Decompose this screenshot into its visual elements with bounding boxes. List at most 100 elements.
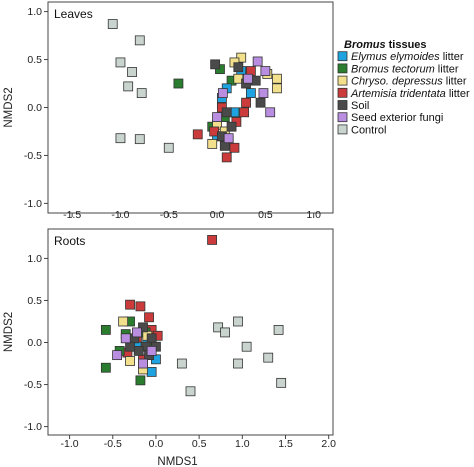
- data-point: [112, 350, 122, 361]
- legend-swatch: [337, 87, 348, 98]
- data-point: [138, 358, 148, 369]
- data-point: [125, 356, 135, 366]
- data-point: [243, 73, 253, 84]
- y-tick-label: 0.5: [27, 295, 42, 307]
- data-point: [273, 324, 284, 335]
- data-point: [163, 142, 174, 153]
- y-tick-label: 0.5: [27, 54, 42, 66]
- y-tick-label: 1.0: [27, 6, 42, 18]
- legend-swatch: [337, 112, 348, 123]
- data-point: [146, 333, 157, 344]
- legend-title: Bromus tissues: [344, 39, 427, 51]
- data-point: [120, 333, 131, 344]
- data-point: [213, 322, 224, 333]
- y-tick-label: -1.0: [24, 198, 42, 210]
- y-axis-title: NMDS2: [3, 87, 15, 127]
- x-tick-label: -1.0: [61, 438, 79, 450]
- data-point: [125, 341, 135, 352]
- data-point: [123, 81, 134, 92]
- data-point: [233, 62, 244, 73]
- y-tick-label: 0.0: [27, 337, 42, 349]
- data-point: [252, 56, 263, 67]
- data-point: [185, 386, 196, 397]
- legend-entry: Elymus elymoides litter: [351, 51, 464, 63]
- data-point: [233, 358, 243, 369]
- data-point: [245, 88, 256, 99]
- data-point: [136, 88, 147, 99]
- data-point: [217, 88, 228, 99]
- legend-entry: Bromus tectorum litter: [351, 63, 459, 75]
- x-axis-title: NMDS1: [157, 456, 197, 467]
- data-point: [210, 59, 221, 70]
- legend-entry: Seed exterior fungi: [351, 112, 443, 124]
- legend-entry: Control: [351, 124, 386, 136]
- legend-entry: Soil: [351, 100, 369, 112]
- x-tick-label: 0.5: [192, 438, 207, 450]
- legend-swatch: [337, 51, 348, 62]
- data-point: [192, 129, 203, 140]
- data-point: [272, 83, 282, 94]
- data-point: [276, 377, 287, 388]
- x-tick-label: 0.0: [210, 209, 225, 221]
- x-tick-label: 0.5: [258, 209, 273, 221]
- x-tick-label: -1.5: [63, 209, 81, 221]
- panel-label: Roots: [54, 234, 85, 248]
- data-point: [135, 375, 146, 386]
- legend-entry: Chryso. depressus litter: [351, 76, 467, 88]
- legend-entry: Artemisia tridentata litter: [350, 88, 470, 100]
- y-tick-label: -0.5: [24, 379, 42, 391]
- data-point: [207, 139, 218, 149]
- legend-swatch: [337, 100, 348, 110]
- data-point: [226, 121, 237, 132]
- data-point: [229, 142, 240, 153]
- leaves-panel: -1.5 -1.0 -0.5 0.0 0.5 1.0 1.0 0.5 0.0 -0.5 -1.0 NM…: [3, 1, 334, 221]
- data-point: [100, 324, 111, 335]
- plot-frame: [47, 228, 334, 436]
- plot-frame: [47, 1, 334, 214]
- x-tick-label: 2.0: [321, 438, 336, 450]
- data-point: [212, 112, 222, 122]
- data-point: [134, 134, 145, 145]
- data-point: [258, 88, 269, 99]
- x-tick-label: 0.0: [149, 438, 164, 450]
- y-axis-title: NMDS2: [3, 312, 15, 352]
- data-point: [173, 78, 184, 89]
- legend-swatch: [337, 63, 348, 74]
- x-tick-label: -0.5: [104, 438, 122, 450]
- y-tick-label: 0.0: [27, 102, 42, 114]
- data-point: [239, 107, 250, 118]
- data-point: [118, 316, 129, 327]
- data-point: [132, 327, 142, 338]
- data-point: [272, 73, 282, 84]
- y-tick-label: -1.0: [24, 421, 42, 433]
- data-point: [138, 322, 148, 333]
- x-tick-label: 1.5: [278, 438, 293, 450]
- data-point: [260, 66, 271, 76]
- x-tick-label: -0.5: [160, 209, 178, 221]
- data-point: [255, 97, 266, 108]
- data-point: [233, 316, 243, 327]
- legend-swatch: [337, 124, 348, 135]
- data-point: [115, 57, 126, 68]
- data-point: [223, 133, 234, 144]
- data-point: [220, 327, 230, 338]
- data-point: [115, 133, 126, 144]
- roots-panel: -1.0 -0.5 0.0 0.5 1.0 1.5 2.0 1.0 0.5 0.0 -0.5 -1.0…: [3, 228, 336, 467]
- data-point: [133, 346, 144, 356]
- data-point: [146, 346, 157, 356]
- x-tick-label: 1.0: [235, 438, 250, 450]
- data-point: [241, 341, 252, 352]
- data-point: [241, 97, 251, 108]
- x-tick-label: 1.0: [306, 209, 321, 221]
- y-tick-label: 1.0: [27, 253, 42, 265]
- data-point: [221, 107, 232, 118]
- data-point: [221, 152, 232, 163]
- data-point: [135, 301, 146, 312]
- data-point: [144, 312, 154, 323]
- data-point: [207, 235, 217, 245]
- data-point: [125, 299, 135, 310]
- x-tick-label: -1.0: [111, 209, 129, 221]
- data-point: [263, 352, 274, 363]
